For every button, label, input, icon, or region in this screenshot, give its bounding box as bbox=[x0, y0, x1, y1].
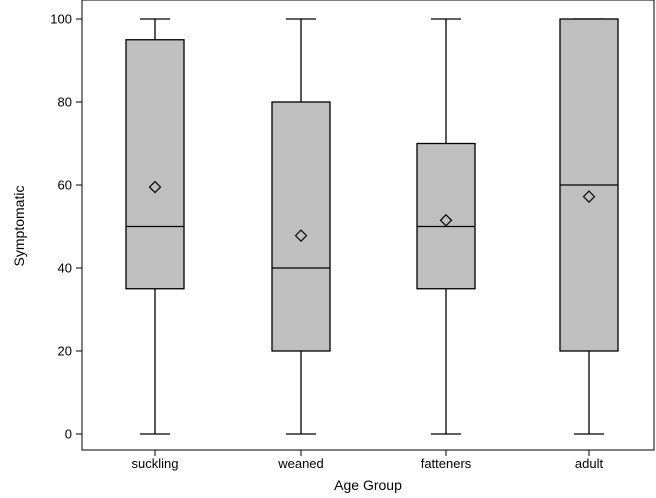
box-fatteners bbox=[416, 18, 476, 435]
x-tick-label: adult bbox=[575, 456, 604, 471]
y-tick-label: 20 bbox=[58, 344, 72, 359]
y-tick-label: 40 bbox=[58, 261, 72, 276]
iqr-box bbox=[125, 39, 185, 290]
y-tick-label: 80 bbox=[58, 95, 72, 110]
y-tick-label: 100 bbox=[50, 12, 72, 27]
box-series bbox=[125, 18, 619, 435]
y-axis: 0 20 40 60 80 100 bbox=[50, 12, 82, 442]
x-tick-label: fatteners bbox=[421, 456, 472, 471]
x-axis: suckling weaned fatteners adult bbox=[132, 450, 604, 471]
mean-marker bbox=[294, 229, 308, 242]
plot-area-frame bbox=[81, 0, 655, 451]
x-tick-label: suckling bbox=[132, 456, 179, 471]
iqr-box bbox=[271, 101, 331, 352]
y-axis-title: Symptomatic bbox=[11, 186, 27, 267]
box-weaned bbox=[271, 18, 331, 435]
mean-marker bbox=[582, 190, 596, 203]
mean-marker bbox=[439, 213, 453, 227]
x-axis-title: Age Group bbox=[334, 477, 402, 493]
box-suckling bbox=[125, 18, 185, 435]
mean-marker bbox=[148, 180, 162, 194]
y-tick-label: 60 bbox=[58, 178, 72, 193]
box-adult bbox=[559, 18, 619, 435]
iqr-box bbox=[416, 142, 476, 290]
y-tick-label: 0 bbox=[65, 427, 72, 442]
x-tick-label: weaned bbox=[277, 456, 324, 471]
